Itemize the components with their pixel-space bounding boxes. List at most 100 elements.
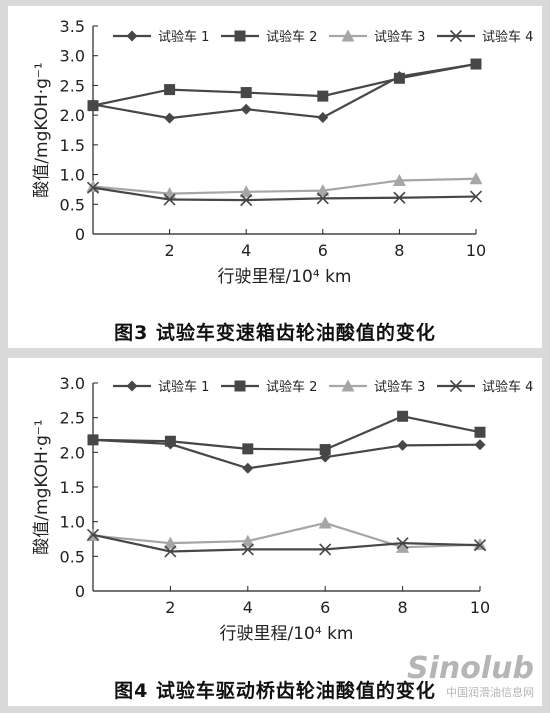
fig3-series-3-point [392,174,406,187]
fig4-y-tick-label: 1.5 [60,478,85,497]
fig4-series-1-point [242,462,254,474]
fig4-y-tick-label: 3.0 [60,374,85,393]
fig3-x-axis-title: 行驶里程/10⁴ km [218,267,352,287]
fig3-series-1-point [317,112,329,124]
fig3-series-4-point [163,193,176,206]
fig3-legend-marker-2 [234,30,246,42]
fig3-legend-label-3: 试验车 3 [374,29,425,45]
fig4-series-4-point-stroke-b [86,528,100,541]
fig3-x-tick-label: 6 [318,241,328,260]
watermark-brand: Sinolub [407,651,534,686]
fig3-x-tick-label: 8 [394,241,404,260]
fig3-series-3-line [92,177,477,195]
chart-fig3: 0 0.5 1.0 1.5 2.0 2.5 3.0 3.5 2 4 6 8 10 行驶里程/10⁴ km 酸… [32,17,533,287]
fig3-series-4-point-stroke-b [240,194,253,207]
fig4-series-3-line [92,521,481,549]
fig3-series-4-point-stroke-b [469,190,483,203]
fig4-series-4-point-stroke-b [241,543,254,556]
fig3-series-4-line [92,186,477,202]
fig3-series-2-point [393,72,405,84]
fig3-series-2-point [240,87,252,99]
fig4-y-tick-label: 1.0 [60,513,85,532]
fig3-legend-label-2: 试验车 2 [266,29,317,45]
fig4-series-4-point-stroke-b [319,543,332,556]
fig4-x-tick-label: 4 [243,598,253,617]
fig4-series-4-point [86,528,100,541]
fig3-x-tick-label: 10 [466,241,486,260]
fig3-y-axis-title: 酸值/mgKOH·g⁻¹ [32,62,52,197]
fig3-series-1-point [164,112,176,124]
fig3-series-4-point [240,194,253,207]
fig4-series-1-point [474,439,486,451]
fig3-series-3-point [239,185,253,198]
fig4-x-tick-label: 10 [470,598,490,617]
fig4-legend-label-3: 试验车 3 [374,379,425,395]
fig4-series-4-line [92,533,481,553]
fig4-series-4-point-stroke-b [473,539,487,552]
fig3-series-2-point [470,58,482,70]
fig3-y-tick-label: 2.5 [60,76,85,95]
fig4-series-4-point [241,543,254,556]
fig3-y-tick-label: 1.0 [60,166,85,185]
fig3-series-4-point [86,181,100,194]
fig3-series-2-point [317,90,329,102]
fig4-series-2-line [92,415,481,451]
fig4-series-3-point [163,536,177,549]
fig3-legend-label-1: 试验车 1 [158,29,209,45]
fig4-legend-marker-1 [126,380,138,392]
fig3-y-tick-label: 0.5 [60,195,85,214]
fig3-legend-marker-4-stroke-b [449,29,463,43]
fig4-y-axis-title: 酸值/mgKOH·g⁻¹ [32,419,52,554]
fig4-legend-label-1: 试验车 1 [158,379,209,395]
fig4-x-tick-label: 6 [320,598,330,617]
fig3-series-1-point [240,103,252,115]
fig4-x-axis-title: 行驶里程/10⁴ km [220,624,354,644]
fig3-series-1-line [92,62,477,120]
fig3-y-tick-label: 2.0 [60,106,85,125]
fig4-series-1-point [397,439,409,451]
fig3-x-tick-label: 2 [165,241,175,260]
fig4-y-tick-label: 0 [75,582,85,601]
fig4-series-3-point [241,534,255,547]
fig3-series-4-point-stroke-b [163,193,176,206]
fig4-series-4-point [319,543,332,556]
fig3-series-4-point-stroke-b [393,191,406,204]
fig3-series-4-point-stroke-b [316,192,329,205]
fig4-legend-marker-2 [234,380,246,392]
fig3-x-tick-label: 4 [241,241,251,260]
fig4-series-1-line [92,438,481,470]
figure-caption-fig3: 图3 试验车变速箱齿轮油酸值的变化 [114,322,436,344]
fig4-series-3-point [318,516,332,529]
fig3-legend-marker-3 [341,29,355,42]
fig3-legend-marker-4 [449,29,463,43]
fig3-series-2-point [87,100,99,112]
fig4-series-4-point [164,545,177,558]
fig4-y-tick-label: 0.5 [60,547,85,566]
fig3-y-tick-label: 1.5 [60,136,85,155]
fig4-series-2-point [242,443,254,455]
watermark-logo: Sinolub 中国润滑油信息网 [407,654,534,700]
fig4-series-3-point [473,538,487,551]
fig4-y-tick-label: 2.0 [60,443,85,462]
fig4-series-4-point [396,537,409,550]
fig3-y-tick-label: 3.5 [60,17,85,36]
fig3-legend-label-4: 试验车 4 [482,29,533,45]
fig4-series-2-point [164,435,176,447]
fig3-series-4-point [316,192,329,205]
fig3-legend-marker-1 [126,30,138,42]
fig4-series-2-point [474,426,486,438]
chart-fig4: 0 0.5 1.0 1.5 2.0 2.5 3.0 2 4 6 8 10 行驶里程/10⁴ km 酸值/m… [32,374,533,644]
fig3-series-2-point [164,84,176,96]
fig4-x-tick-label: 2 [165,598,175,617]
fig3-series-3-point [469,172,483,185]
fig4-series-3-point [396,540,410,553]
fig4-series-4-point-stroke-b [396,537,409,550]
fig3-series-4-point-stroke-b [86,181,100,194]
fig4-series-2-point [87,434,99,446]
fig4-legend-marker-4 [449,379,463,393]
fig4-series-2-point [397,410,409,422]
chart-panel-fig4: 0 0.5 1.0 1.5 2.0 2.5 3.0 2 4 6 8 10 行驶里程/10⁴ km 酸值/m… [8,358,542,706]
watermark-subtitle: 中国润滑油信息网 [446,686,534,699]
fig4-series-4-point-stroke-b [164,545,177,558]
fig3-series-4-point [393,191,406,204]
